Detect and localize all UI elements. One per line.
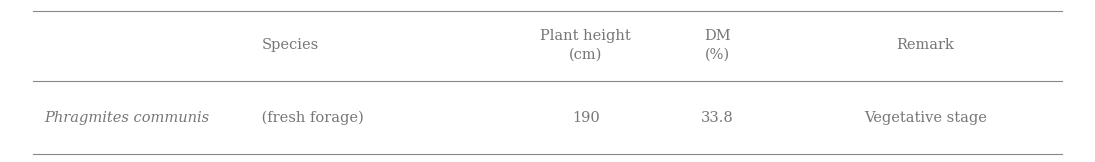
Text: (fresh forage): (fresh forage) xyxy=(257,111,364,125)
Text: Phragmites communis: Phragmites communis xyxy=(44,111,209,125)
Text: Species: Species xyxy=(262,38,319,52)
Text: Plant height
(cm): Plant height (cm) xyxy=(541,29,631,62)
Text: Remark: Remark xyxy=(897,38,954,52)
Text: 190: 190 xyxy=(572,111,600,125)
Text: Vegetative stage: Vegetative stage xyxy=(864,111,987,125)
Text: DM
(%): DM (%) xyxy=(704,29,730,62)
Text: 33.8: 33.8 xyxy=(701,111,734,125)
